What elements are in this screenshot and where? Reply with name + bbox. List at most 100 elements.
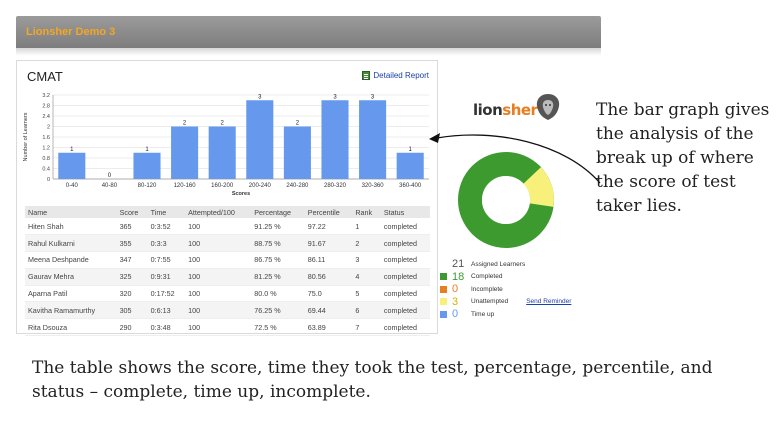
table-cell: 7 (352, 319, 381, 336)
logo-text-part1: lion (473, 101, 502, 119)
table-cell: 0:3:48 (148, 319, 186, 336)
x-tick-label: 240-280 (286, 183, 309, 189)
table-cell: 81.25 % (251, 268, 305, 285)
report-panel: CMAT Detailed Report 0 0.4 0.8 1.2 1.6 2 2.4 2.… (16, 60, 438, 334)
table-cell: 305 (117, 302, 148, 319)
table-cell: 91.25 % (251, 218, 305, 235)
bar-value-label: 2 (296, 121, 300, 127)
bar (171, 127, 198, 180)
table-cell: Aparna Patil (25, 285, 117, 302)
incomplete-swatch (440, 286, 447, 293)
detailed-report-link[interactable]: Detailed Report (362, 71, 429, 80)
bar-value-label: 2 (221, 121, 225, 127)
table-cell: 347 (117, 252, 148, 269)
column-header: Percentage (251, 206, 305, 218)
table-cell: completed (381, 235, 430, 252)
table-cell: 100 (185, 218, 251, 235)
table-cell: 91.67 (305, 235, 353, 252)
table-cell: 76.25 % (251, 302, 305, 319)
x-tick-label: 360-400 (399, 183, 422, 189)
annotation-arrow (425, 128, 605, 188)
unattempted-count: 3 (452, 296, 467, 308)
table-cell: 320 (117, 285, 148, 302)
table-cell: Rita Dsouza (25, 319, 117, 336)
table-cell: 63.89 (305, 319, 353, 336)
legend-row-time-up: 0 Time up (440, 308, 571, 321)
x-tick-label: 40-80 (102, 183, 118, 189)
legend-row-unattempted: 3 Unattempted Send Reminder (440, 296, 571, 309)
y-tick-label: 0 (47, 177, 50, 183)
bar (58, 153, 85, 179)
unattempted-label: Unattempted (471, 298, 508, 305)
bar (133, 153, 160, 179)
table-cell: completed (381, 252, 430, 269)
table-cell: 0:6:13 (148, 302, 186, 319)
table-cell: 100 (185, 302, 251, 319)
table-cell: Rahul Kulkarni (25, 235, 117, 252)
table-cell: completed (381, 285, 430, 302)
assigned-count: 21 (452, 258, 467, 270)
bar-graph-annotation: The bar graph gives the analysis of the … (596, 98, 776, 218)
table-cell: Gaurav Mehra (25, 268, 117, 285)
table-cell: 1 (352, 218, 381, 235)
table-cell: completed (381, 302, 430, 319)
x-tick-label: 80-120 (138, 183, 157, 189)
summary-legend: 21 Assigned Learners 18 Completed 0 Inco… (440, 258, 571, 321)
column-header: Percentile (305, 206, 353, 218)
bar (284, 127, 311, 180)
table-cell: 86.75 % (251, 252, 305, 269)
y-tick-label: 0.8 (42, 156, 50, 162)
table-cell: 290 (117, 319, 148, 336)
bar (209, 127, 236, 180)
completed-swatch (440, 273, 447, 280)
table-cell: 100 (185, 285, 251, 302)
column-header: Time (148, 206, 186, 218)
table-row: Kavitha Ramamurthy 305 0:6:13 100 76.25 % 69.… (25, 302, 430, 319)
y-tick-label: 1.6 (42, 135, 50, 141)
column-header: Status (381, 206, 430, 218)
table-cell: 88.75 % (251, 235, 305, 252)
bar-value-label: 0 (108, 173, 112, 179)
table-cell: completed (381, 319, 430, 336)
column-header: Score (117, 206, 148, 218)
x-tick-label: 200-240 (249, 183, 272, 189)
table-cell: 80.56 (305, 268, 353, 285)
legend-row-completed: 18 Completed (440, 271, 571, 284)
y-tick-label: 0.4 (42, 167, 50, 173)
time-up-label: Time up (471, 311, 494, 318)
table-cell: 100 (185, 268, 251, 285)
table-cell: 0:17:52 (148, 285, 186, 302)
assigned-label: Assigned Learners (471, 261, 525, 268)
table-row: Gaurav Mehra 325 0:9:31 100 81.25 % 80.56 4 com… (25, 268, 430, 285)
table-cell: 80.0 % (251, 285, 305, 302)
table-cell: 0:3:52 (148, 218, 186, 235)
x-axis-label: Scores (232, 191, 250, 197)
table-cell: Meena Deshpande (25, 252, 117, 269)
bar (321, 100, 348, 179)
scores-table: Name Score Time Attempted/100 Percentage Perc… (25, 206, 430, 336)
report-icon (362, 71, 370, 80)
logo-text-part2: sher (502, 101, 537, 119)
bar (246, 100, 273, 179)
completed-count: 18 (452, 271, 467, 283)
table-cell: 0:7:55 (148, 252, 186, 269)
score-distribution-chart: 0 0.4 0.8 1.2 1.6 2 2.4 2.8 3.2 1 0-40 0 40-80 1 80-12… (17, 87, 437, 203)
bar-value-label: 2 (183, 121, 187, 127)
x-tick-label: 160-200 (211, 183, 234, 189)
x-tick-label: 320-360 (362, 183, 385, 189)
table-cell: Kavitha Ramamurthy (25, 302, 117, 319)
app-title: Lionsher Demo 3 (26, 26, 115, 38)
y-tick-label: 2.4 (42, 114, 50, 120)
lion-head-icon (535, 93, 561, 121)
table-cell: completed (381, 268, 430, 285)
send-reminder-link[interactable]: Send Reminder (526, 298, 571, 305)
column-header: Rank (352, 206, 381, 218)
table-cell: 6 (352, 302, 381, 319)
time-up-count: 0 (452, 308, 467, 320)
table-row: Aparna Patil 320 0:17:52 100 80.0 % 75.0 5 comp… (25, 285, 430, 302)
incomplete-label: Incomplete (471, 286, 503, 293)
table-cell: 72.5 % (251, 319, 305, 336)
detailed-report-label: Detailed Report (373, 71, 429, 80)
table-cell: 97.22 (305, 218, 353, 235)
y-axis-label: Number of Learners (23, 112, 29, 161)
